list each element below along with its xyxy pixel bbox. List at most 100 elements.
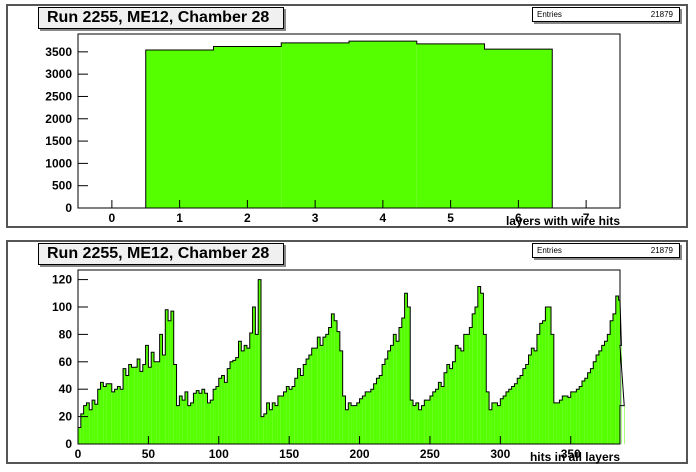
histogram-bar: [373, 383, 377, 444]
histogram-bar: [339, 350, 343, 444]
histogram-bar: [227, 368, 231, 444]
histogram-bar: [345, 409, 349, 444]
histogram-bar: [317, 337, 321, 444]
chart-title: Run 2255, ME12, Chamber 28: [38, 7, 285, 29]
histogram-bar: [353, 405, 357, 444]
histogram-bar: [139, 371, 143, 444]
histogram-bar: [416, 43, 485, 208]
y-tick-label: 120: [52, 273, 72, 287]
histogram-bar: [232, 360, 236, 444]
histogram-bar: [196, 390, 200, 444]
histogram-bar: [125, 375, 129, 444]
histogram-bar: [94, 404, 98, 444]
histogram-bar: [311, 348, 315, 444]
histogram-bar: [587, 372, 591, 444]
x-tick-label: 250: [420, 447, 440, 461]
histogram-bar: [213, 389, 216, 444]
histogram-panel-layers: 0 500 1000 1500 2000 2500 3000 3500 0 1 2 3 4 5 6 7 Run…: [6, 4, 688, 228]
histogram-bar: [489, 409, 492, 444]
histogram-bar: [449, 368, 453, 444]
histogram-bar: [182, 400, 185, 444]
histogram-bar: [376, 378, 380, 444]
histogram-bar: [517, 378, 521, 444]
histogram-bar: [349, 41, 417, 209]
histogram-bar: [289, 389, 292, 444]
histogram-bar: [221, 375, 225, 444]
histogram-bar: [418, 409, 422, 444]
histogram-bar: [190, 402, 194, 444]
histogram-bar: [618, 300, 620, 444]
histogram-bar: [179, 396, 183, 444]
histogram-bar: [565, 396, 568, 444]
y-tick-label: 3500: [45, 45, 72, 59]
histogram-bar: [356, 402, 360, 444]
histogram-bar: [398, 327, 402, 444]
histogram-bar: [579, 386, 582, 444]
histogram-bar: [384, 359, 388, 444]
histogram-bar: [269, 409, 273, 444]
histogram-bar: [466, 334, 470, 444]
histogram-bar: [151, 352, 155, 444]
histogram-bar: [78, 427, 81, 444]
histogram-bar: [131, 367, 135, 444]
histogram-bar: [286, 386, 290, 444]
y-tick-label: 20: [59, 410, 73, 424]
histogram-bar: [300, 375, 304, 444]
histogram-bar: [559, 400, 563, 444]
histogram-bar: [97, 389, 101, 444]
histogram-bar: [446, 364, 450, 444]
histogram-bar: [165, 309, 169, 444]
histogram-bar: [173, 364, 177, 444]
histogram-bar: [210, 400, 214, 444]
histogram-bar: [455, 345, 459, 444]
histogram-bar: [168, 320, 171, 444]
x-tick-label: 3: [312, 211, 319, 225]
histogram-outline: [145, 40, 553, 208]
y-tick-label: 60: [59, 355, 73, 369]
histogram-bar: [522, 368, 526, 444]
histogram-bar: [607, 334, 611, 444]
histogram-bar: [114, 389, 118, 444]
histogram-bar: [542, 320, 546, 444]
histogram-bar: [351, 405, 354, 444]
histogram-bar: [497, 405, 501, 444]
histogram-bar: [435, 389, 439, 444]
x-tick-label: 100: [209, 447, 229, 461]
histogram-bar: [474, 306, 478, 444]
histogram-bar: [331, 313, 335, 444]
histogram-bar: [390, 345, 394, 444]
histogram-bar: [134, 367, 138, 444]
histogram-bar: [308, 354, 312, 444]
y-tick-label: 2500: [45, 89, 72, 103]
histogram-bar: [280, 396, 284, 444]
histogram-bar: [272, 402, 276, 444]
x-tick-label: 200: [350, 447, 370, 461]
histogram-bar: [596, 354, 599, 444]
histogram-bar: [477, 286, 481, 444]
y-tick-label: 0: [65, 437, 72, 451]
histogram-bar: [610, 320, 613, 444]
histogram-bar: [184, 391, 188, 444]
x-axis-label: hits in all layers: [529, 450, 620, 464]
x-tick-label: 4: [380, 211, 387, 225]
stats-box: Entries 21879: [532, 243, 680, 258]
histogram-bar: [83, 405, 87, 444]
histogram-bar: [224, 382, 228, 444]
histogram-bar: [514, 383, 518, 444]
histogram-bar: [401, 317, 405, 444]
histogram-bar: [491, 402, 495, 444]
histogram-bar: [89, 409, 93, 444]
histogram-bar: [598, 350, 602, 444]
histogram-bar: [241, 350, 245, 444]
histogram-bar: [170, 311, 174, 444]
histogram-bar: [291, 386, 295, 444]
stats-entries-label: Entries: [537, 10, 562, 19]
histogram-bar: [528, 354, 532, 444]
histogram-bar: [505, 391, 509, 444]
histogram-bar: [187, 405, 191, 444]
histogram-bar: [142, 364, 146, 444]
histogram-bar: [553, 402, 557, 444]
histogram-bar: [576, 389, 580, 444]
x-tick-label: 50: [142, 447, 156, 461]
histogram-bar: [261, 416, 264, 444]
